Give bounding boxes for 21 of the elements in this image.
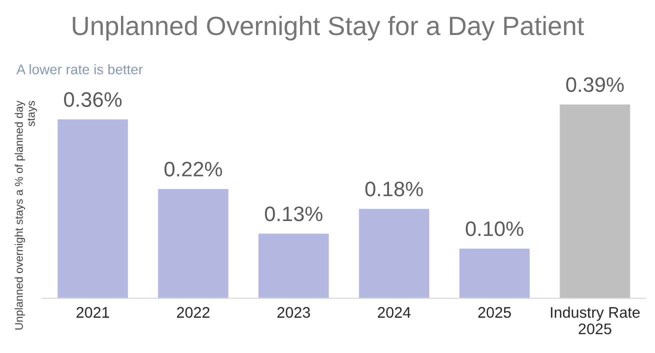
bar [158, 188, 228, 298]
data-label: 0.18% [365, 182, 423, 196]
bar [358, 208, 430, 298]
bar [459, 248, 530, 298]
bar [258, 234, 329, 298]
x-tick-label: 2025 [478, 307, 511, 318]
bar [58, 119, 128, 298]
chart-title: Unplanned Overnight Stay for a Day Patient [72, 16, 584, 40]
bar [560, 104, 630, 298]
x-tick-label: Industry Rate 2025 [550, 306, 640, 334]
y-axis-title: Unplanned overnight stays a % of planned day stays [14, 100, 38, 330]
data-label: 0.10% [466, 221, 524, 236]
data-label: 0.36% [64, 92, 122, 107]
x-tick-label: 2022 [177, 307, 210, 318]
text: A lower rate is better [16, 64, 143, 74]
x-tick-label: 2024 [378, 307, 411, 318]
x-tick-label: 2021 [76, 307, 110, 318]
data-label: 0.39% [566, 77, 624, 92]
data-label: 0.13% [264, 206, 322, 222]
data-label: 0.22% [164, 162, 222, 177]
x-tick-label: 2023 [277, 307, 310, 318]
